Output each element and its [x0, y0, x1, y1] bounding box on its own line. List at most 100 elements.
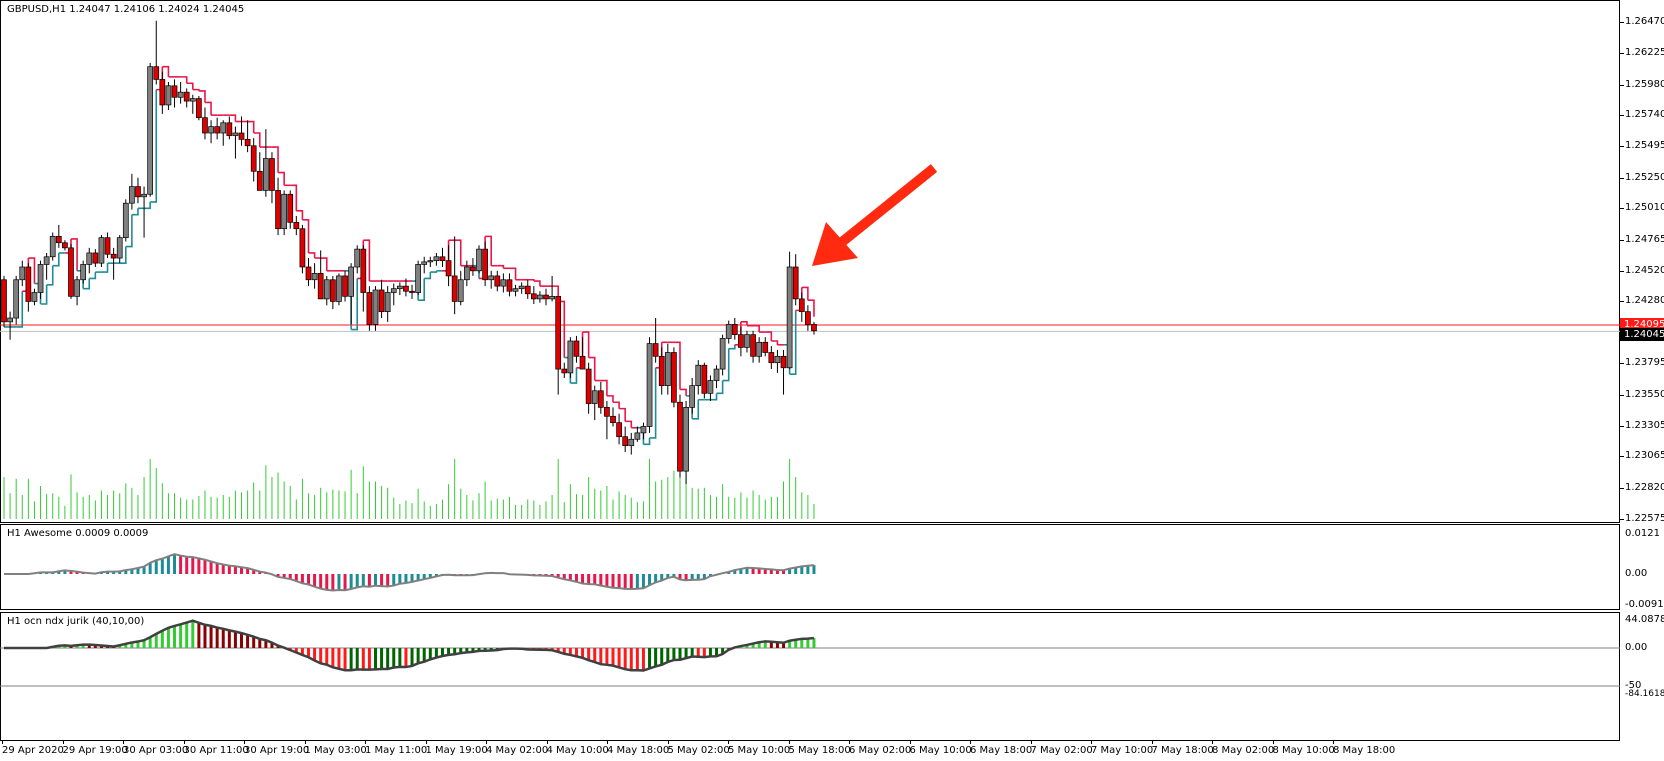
jurik-indicator-pane[interactable]: H1 ocn ndx jurik (40,10,00) — [0, 612, 1620, 741]
time-axis-label: 29 Apr 19:00 — [62, 745, 128, 756]
time-axis-tick — [1272, 740, 1274, 744]
time-axis-tick — [788, 740, 790, 744]
trailing-stop-line-segment — [308, 252, 316, 259]
trailing-stop-line-segment — [83, 278, 91, 290]
bear-candle — [55, 236, 62, 244]
trailing-stop-line-segment — [278, 171, 285, 186]
trailing-stop-line-segment — [150, 89, 158, 203]
trailing-stop-line-segment — [290, 184, 298, 211]
bear-candle — [202, 117, 208, 134]
trailing-stop-line-segment — [613, 401, 620, 409]
time-axis-label: 4 May 18:00 — [607, 745, 670, 756]
time-axis-tick — [849, 740, 850, 744]
trailing-stop-line-segment — [271, 146, 279, 173]
bear-candle — [330, 279, 336, 302]
price-axis-tick — [1620, 301, 1624, 303]
bull-candle — [640, 426, 647, 434]
bull-candle — [415, 264, 421, 293]
time-axis-tick — [304, 740, 306, 744]
trailing-stop-line-segment — [204, 101, 212, 116]
bear-candle — [805, 311, 811, 325]
trailing-stop-line-segment — [765, 331, 773, 341]
bull-candle — [689, 385, 696, 408]
bull-candle — [384, 292, 391, 313]
ao-outline — [4, 553, 815, 592]
bear-candle — [287, 193, 294, 223]
bear-candle — [524, 285, 531, 295]
trailing-stop-line-segment — [509, 267, 517, 280]
time-axis-label: 6 May 18:00 — [970, 745, 1033, 756]
bear-candle — [701, 364, 708, 394]
bear-candle — [159, 79, 166, 106]
trailing-stop-line-segment — [16, 291, 24, 328]
price-axis-label: 1.25740 — [1625, 109, 1664, 121]
price-axis-tick — [1620, 425, 1624, 427]
awesome-oscillator-pane[interactable]: H1 Awesome 0.0009 0.0009 — [0, 524, 1620, 610]
bull-candle — [774, 355, 781, 364]
trailing-stop-line-segment — [771, 340, 779, 345]
price-axis-label: 1.26470 — [1625, 16, 1664, 27]
symbol-header: GBPUSD,H1 1.24047 1.24106 1.24024 1.2404… — [7, 4, 245, 15]
bull-candle — [336, 275, 342, 302]
time-axis-label: 8 May 18:00 — [1333, 745, 1396, 756]
price-axis-tick — [1620, 146, 1624, 148]
price-axis-label: 1.23550 — [1625, 388, 1664, 400]
trailing-stop-line-segment — [807, 299, 815, 317]
bear-candle — [250, 145, 257, 172]
price-chart-pane[interactable]: GBPUSD,H1 1.24047 1.24106 1.24024 1.2404… — [0, 0, 1620, 523]
time-axis-label: 29 Apr 2020 — [2, 745, 64, 756]
trailing-stop-line-segment — [728, 344, 736, 350]
price-axis-label: 1.25495 — [1625, 140, 1664, 152]
price-axis-tick — [1620, 519, 1624, 520]
bear-candle — [530, 293, 537, 300]
price-axis-label: 1.25980 — [1625, 78, 1664, 90]
bear-candle — [573, 340, 580, 357]
time-axis-tick — [546, 740, 548, 744]
price-axis-label: 1.24280 — [1625, 295, 1664, 307]
time-axis-label: 6 May 10:00 — [909, 745, 972, 756]
bear-candle — [92, 252, 99, 264]
price-axis-tick — [1620, 239, 1624, 241]
bull-candle — [756, 341, 763, 357]
bear-candle — [731, 324, 738, 335]
jurik-outline — [4, 619, 815, 672]
bear-candle — [244, 139, 251, 147]
bull-candle — [591, 390, 598, 404]
bear-candle — [762, 341, 769, 353]
time-axis-label: 7 May 02:00 — [1030, 745, 1093, 756]
trailing-stop-line-segment — [740, 321, 748, 326]
bear-candle — [403, 285, 409, 292]
bear-candle — [196, 98, 202, 119]
trailing-stop-line-segment — [320, 257, 328, 271]
bull-candle — [189, 98, 196, 102]
bear-candle — [317, 273, 324, 300]
bull-candle — [74, 279, 80, 297]
bull-candle — [664, 352, 671, 387]
bull-candle — [129, 186, 135, 204]
time-axis-tick — [2, 740, 3, 744]
bear-candle — [597, 390, 604, 408]
trailing-stop-line-segment — [753, 324, 760, 333]
time-axis-label: 4 May 02:00 — [486, 745, 549, 756]
bull-candle — [390, 288, 397, 293]
bull-candle — [463, 266, 470, 281]
bear-candle — [750, 334, 756, 357]
time-axis-tick — [486, 740, 487, 744]
bull-candle — [457, 279, 464, 302]
trailing-stop-line-segment — [527, 278, 535, 282]
price-axis-label: 1.25250 — [1625, 171, 1664, 183]
bull-candle — [281, 193, 287, 230]
trailing-stop-line-segment — [229, 114, 237, 122]
bull-candle — [433, 256, 440, 261]
chart-drawing-layer — [0, 20, 1620, 687]
bear-candle — [604, 407, 610, 417]
trailing-stop-line-segment — [692, 399, 700, 420]
time-axis-tick — [728, 740, 729, 744]
trailing-stop-line-segment — [70, 238, 78, 271]
bull-candle — [165, 85, 172, 106]
time-axis-label: 8 May 10:00 — [1272, 745, 1335, 756]
annotation-arrow-head — [812, 222, 858, 266]
time-axis-tick — [244, 740, 245, 744]
bull-candle — [634, 432, 641, 440]
